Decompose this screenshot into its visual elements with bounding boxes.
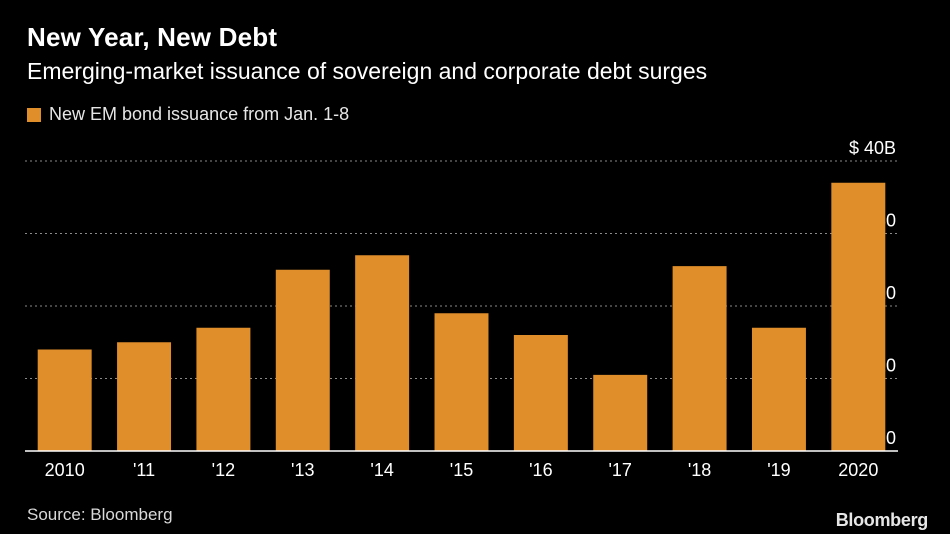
x-tick-label: '12 — [212, 460, 235, 480]
bar — [196, 327, 251, 451]
bar — [434, 313, 489, 451]
x-tick-label: '15 — [450, 460, 473, 480]
y-tick-label: $ 40B — [849, 138, 896, 158]
bar — [355, 255, 410, 451]
x-tick-label: 2020 — [838, 460, 878, 480]
x-tick-label: '19 — [767, 460, 790, 480]
chart-subtitle: Emerging-market issuance of sovereign an… — [27, 58, 708, 84]
bar — [37, 349, 92, 451]
x-tick-label: '11 — [133, 460, 155, 480]
bar — [117, 342, 172, 451]
bar — [275, 269, 330, 451]
x-tick-label: '18 — [688, 460, 711, 480]
x-tick-label: '17 — [608, 460, 631, 480]
chart-title: New Year, New Debt — [27, 22, 278, 52]
y-tick-label: 0 — [886, 428, 896, 448]
bar — [672, 266, 727, 451]
x-tick-label: '13 — [291, 460, 314, 480]
legend-label: New EM bond issuance from Jan. 1-8 — [49, 104, 350, 124]
x-tick-label: '14 — [370, 460, 393, 480]
bloomberg-logo: Bloomberg — [835, 510, 929, 530]
bar — [831, 182, 886, 451]
legend: New EM bond issuance from Jan. 1-8 — [27, 104, 349, 125]
bar — [513, 335, 568, 451]
x-tick-label: 2010 — [45, 460, 85, 480]
bar — [751, 327, 806, 451]
bar — [593, 374, 648, 451]
legend-swatch — [27, 107, 41, 122]
source-note: Source: Bloomberg — [27, 505, 173, 524]
x-tick-label: '16 — [529, 460, 552, 480]
